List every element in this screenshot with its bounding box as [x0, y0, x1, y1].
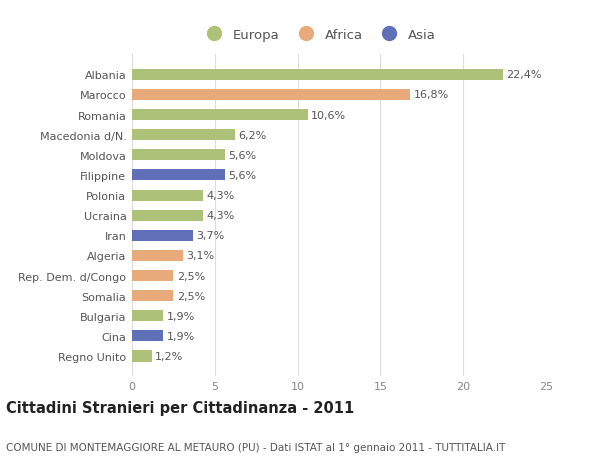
- Text: 2,5%: 2,5%: [177, 291, 205, 301]
- Bar: [132, 150, 225, 161]
- Bar: [132, 130, 235, 141]
- Bar: [132, 190, 203, 201]
- Bar: [132, 170, 225, 181]
- Text: 22,4%: 22,4%: [506, 70, 542, 80]
- Text: 3,7%: 3,7%: [197, 231, 225, 241]
- Bar: [132, 351, 152, 362]
- Text: 1,9%: 1,9%: [167, 331, 195, 341]
- Text: 1,2%: 1,2%: [155, 351, 184, 361]
- Text: 2,5%: 2,5%: [177, 271, 205, 281]
- Bar: [132, 210, 203, 221]
- Text: 5,6%: 5,6%: [228, 151, 256, 161]
- Bar: [132, 110, 308, 121]
- Text: 16,8%: 16,8%: [413, 90, 449, 100]
- Text: 4,3%: 4,3%: [206, 190, 235, 201]
- Bar: [132, 250, 184, 262]
- Bar: [132, 311, 163, 322]
- Text: 4,3%: 4,3%: [206, 211, 235, 221]
- Bar: [132, 291, 173, 302]
- Text: 3,1%: 3,1%: [187, 251, 215, 261]
- Text: 1,9%: 1,9%: [167, 311, 195, 321]
- Bar: [132, 330, 163, 341]
- Bar: [132, 270, 173, 281]
- Text: 5,6%: 5,6%: [228, 171, 256, 180]
- Text: 10,6%: 10,6%: [311, 110, 346, 120]
- Bar: [132, 90, 410, 101]
- Legend: Europa, Africa, Asia: Europa, Africa, Asia: [199, 26, 438, 45]
- Text: 6,2%: 6,2%: [238, 130, 266, 140]
- Text: COMUNE DI MONTEMAGGIORE AL METAURO (PU) - Dati ISTAT al 1° gennaio 2011 - TUTTIT: COMUNE DI MONTEMAGGIORE AL METAURO (PU) …: [6, 442, 505, 452]
- Bar: [132, 70, 503, 81]
- Text: Cittadini Stranieri per Cittadinanza - 2011: Cittadini Stranieri per Cittadinanza - 2…: [6, 400, 354, 415]
- Bar: [132, 230, 193, 241]
